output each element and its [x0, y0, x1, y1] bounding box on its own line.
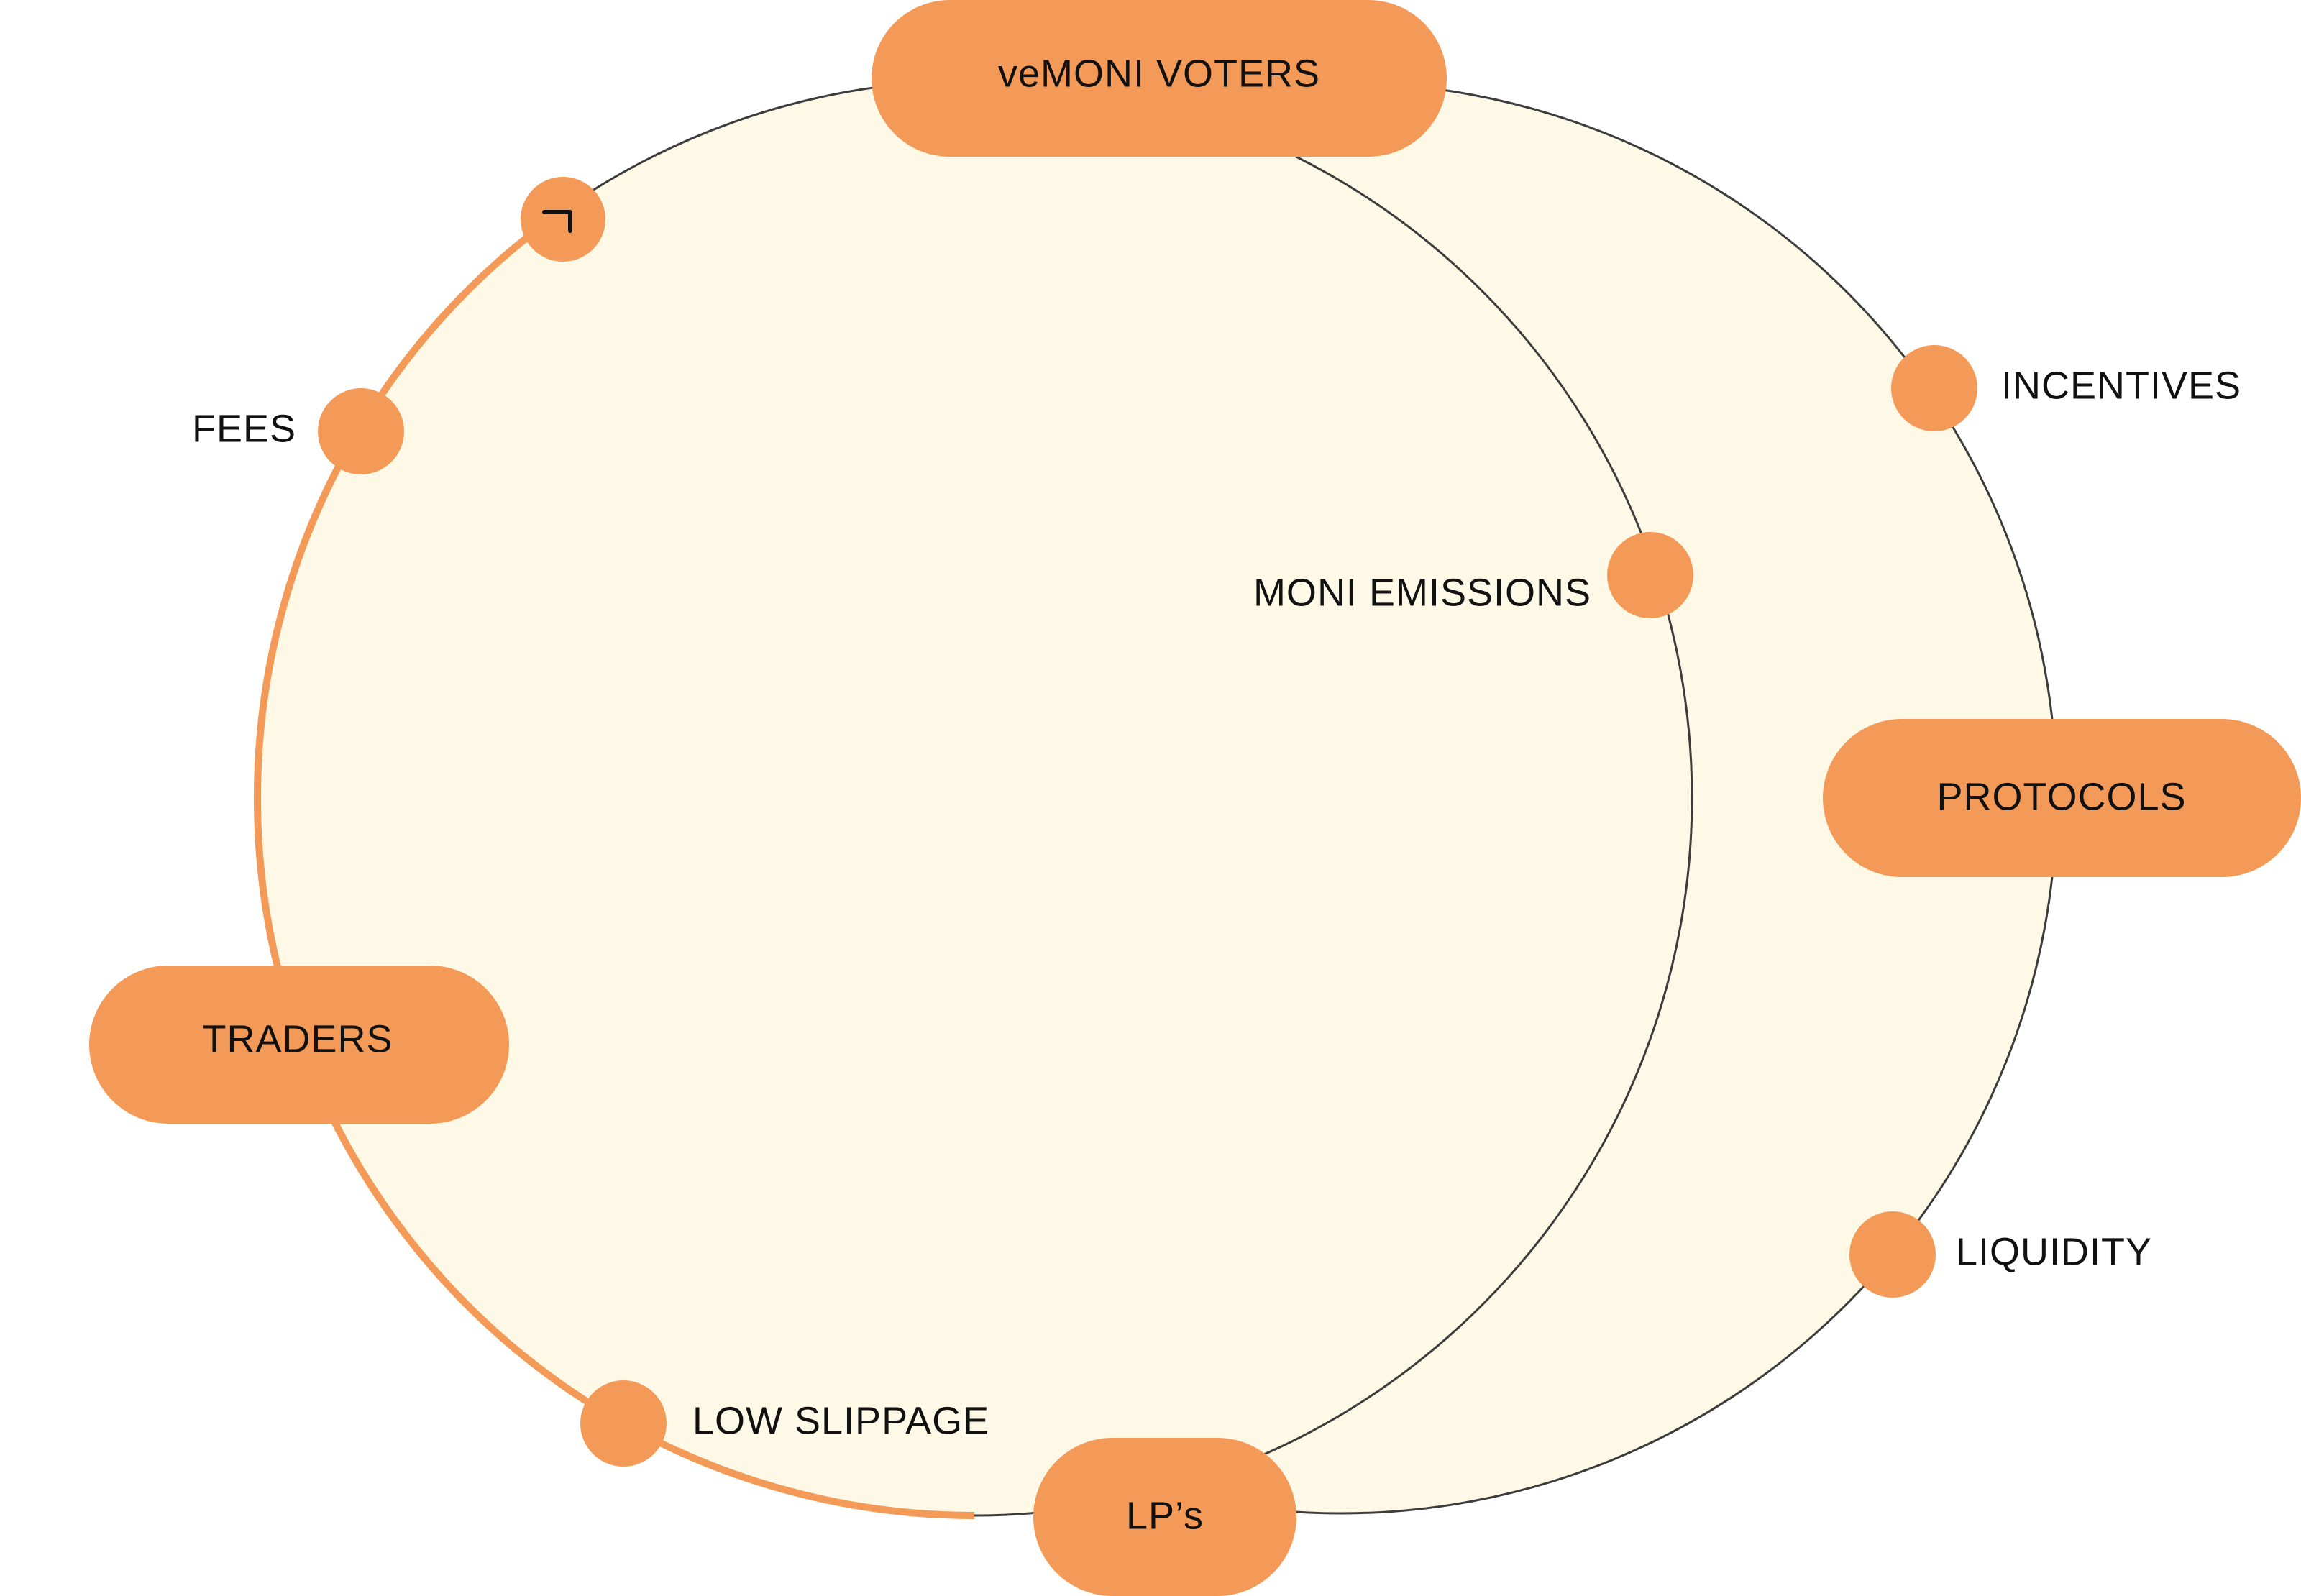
corner-arrow-icon [542, 210, 572, 233]
moni-emissions-node [1607, 532, 1693, 618]
protocols-pill: PROTOCOLS [1823, 719, 2301, 877]
protocols-pill-label: PROTOCOLS [1936, 775, 2186, 818]
traders-cycle-circle [255, 79, 1693, 1517]
traders-pill-label: TRADERS [202, 1017, 393, 1060]
incentives-node [1891, 345, 1977, 431]
liquidity-node [1849, 1211, 1936, 1298]
liquidity-label: LIQUIDITY [1956, 1230, 2152, 1273]
moni-emissions-label: MONI EMISSIONS [1253, 571, 1591, 614]
voters-pill-label: veMONI VOTERS [998, 52, 1320, 95]
low-slippage-node [580, 1380, 667, 1467]
corner-marker-node [521, 177, 605, 262]
voters-pill: veMONI VOTERS [872, 0, 1447, 157]
low-slippage-label: LOW SLIPPAGE [692, 1399, 989, 1442]
lps-pill: LP’s [1033, 1438, 1296, 1596]
traders-pill: TRADERS [89, 966, 509, 1124]
fees-node [318, 388, 404, 474]
fees-label: FEES [192, 407, 296, 450]
lps-pill-label: LP’s [1126, 1494, 1204, 1537]
incentives-label: INCENTIVES [2001, 364, 2241, 407]
